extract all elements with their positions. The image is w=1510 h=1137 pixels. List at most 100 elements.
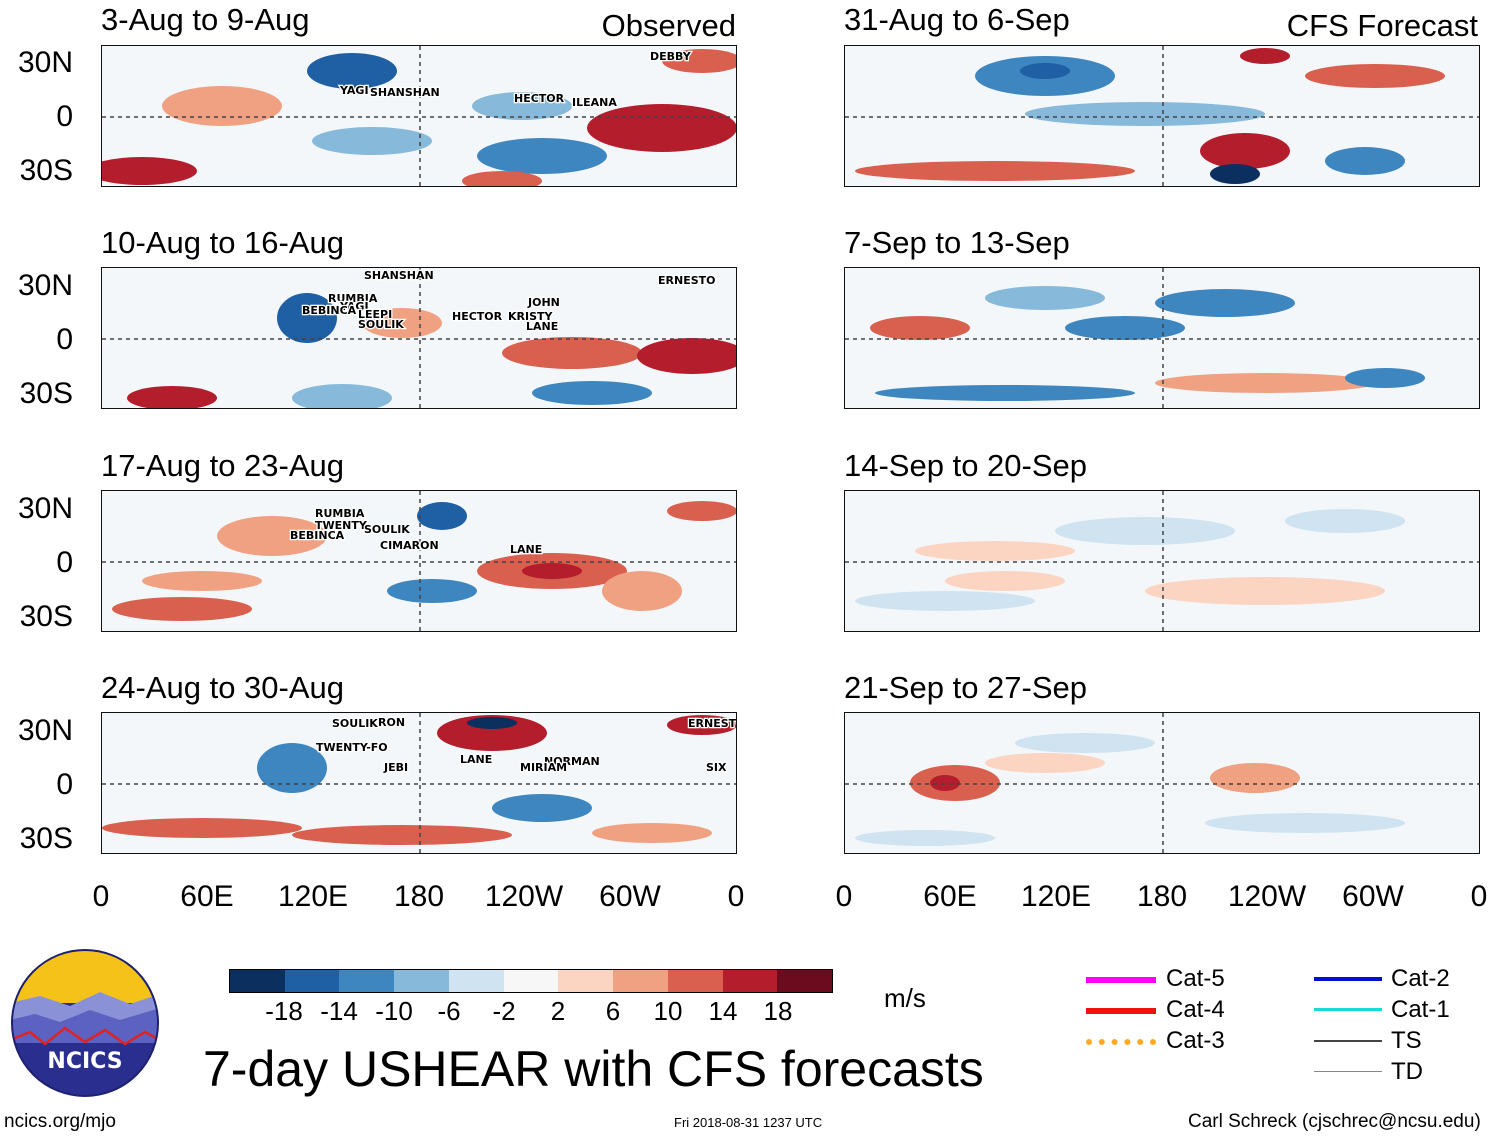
logo-emblem: NCICS (11, 949, 159, 1097)
legend-label: Cat-1 (1391, 996, 1450, 1023)
storm-label: LEEPI (358, 308, 392, 321)
storm-label: SHANSHAN (364, 269, 434, 282)
colorbar-tick: 6 (605, 996, 621, 1026)
colorbar-swatch (613, 970, 668, 992)
legend-line-cat1 (1314, 1008, 1382, 1011)
footer-timestamp: Fri 2018-08-31 1237 UTC (674, 1115, 823, 1130)
colorbar-tick: 2 (550, 996, 566, 1026)
storm-label: BEBINCA (290, 529, 345, 542)
colorbar-tick: -14 (320, 996, 358, 1026)
lon-label: 0 (1470, 880, 1488, 913)
colorbar-tick: -10 (375, 996, 413, 1026)
colorbar-tick: 14 (708, 996, 738, 1026)
lon-label: 0 (92, 880, 110, 913)
lon-label: 0 (835, 880, 853, 913)
panel-title-6: 7-Sep to 13-Sep (844, 225, 1070, 260)
lat-label-30n: 30N (17, 46, 73, 79)
map-panel-obs-2: SHANSHAN ERNESTO RUMBIA YAGI BEBINCA LEE… (101, 267, 737, 409)
units-label: m/s (884, 983, 926, 1013)
legend-line-ts (1314, 1040, 1382, 1042)
storm-label: ERNESTO (688, 717, 737, 730)
storm-label: LANE (510, 543, 542, 556)
panel-title-3: 17-Aug to 23-Aug (101, 448, 345, 483)
lon-label: 120W (484, 880, 564, 913)
panel-title-8: 21-Sep to 27-Sep (844, 670, 1088, 705)
storm-label: NORMAN (544, 755, 600, 768)
map-panel-obs-4: SOULIK RON TWENTY-FO JEBI LANE NORMAN MI… (101, 712, 737, 854)
storm-label: KRISTY (508, 310, 554, 323)
panel-title-1: 3-Aug to 9-Aug (101, 2, 310, 37)
legend-line-td (1314, 1071, 1382, 1072)
storm-label: HECTOR (514, 92, 565, 105)
shear-field (845, 46, 1479, 186)
storm-label: ILEANA (572, 96, 617, 109)
colorbar-swatch (558, 970, 614, 992)
storm-label: SOULIK (358, 318, 404, 331)
lat-label-30n: 30N (17, 492, 73, 525)
storm-label: MIRIAM (520, 761, 567, 774)
colorbar-tick: 10 (653, 996, 683, 1026)
legend-label: TS (1391, 1027, 1422, 1054)
figure-title: 7-day USHEAR with CFS forecasts (203, 1041, 984, 1097)
colorbar-swatch (448, 970, 504, 992)
lat-label-eq: 0 (56, 768, 73, 801)
footer-url: ncics.org/mjo (4, 1111, 116, 1132)
shear-field (845, 491, 1479, 631)
map-panel-cfs-1 (844, 45, 1480, 187)
storm-label: YAGI (339, 300, 369, 313)
colorbar-swatch (667, 970, 723, 992)
legend-line-cat5 (1086, 977, 1156, 983)
lon-label: 60W (1342, 880, 1404, 913)
observed-label: Observed (601, 8, 736, 43)
storm-label: CIMARON (380, 539, 439, 552)
legend-label: Cat-4 (1166, 996, 1225, 1023)
storm-label: RON (378, 716, 405, 729)
lon-label: 60E (923, 880, 977, 913)
storm-label: SOULIK (364, 523, 410, 536)
storm-label: DEBBY (650, 50, 692, 63)
colorbar-swatch (777, 970, 833, 992)
storm-label: LANE (460, 753, 492, 766)
storm-label: BEBINCA (302, 304, 357, 317)
colorbar-swatch (339, 970, 395, 992)
storm-label: HECTOR (452, 310, 503, 323)
colorbar-swatch (284, 970, 340, 992)
storm-label: TWENTY-FO (316, 741, 388, 754)
colorbar-swatch (503, 970, 559, 992)
legend-label: Cat-2 (1391, 965, 1450, 992)
storm-label: JOHN (527, 296, 560, 309)
legend-line-cat4 (1086, 1008, 1156, 1014)
panel-title-7: 14-Sep to 20-Sep (844, 448, 1088, 483)
shear-field (845, 713, 1479, 853)
lon-label: 120W (1227, 880, 1307, 913)
storm-label: ERNESTO (658, 274, 715, 287)
colorbar-tick: -2 (492, 996, 516, 1026)
lon-label: 180 (1136, 880, 1188, 913)
lat-label-eq: 0 (56, 546, 73, 579)
legend-line-cat2 (1314, 977, 1382, 981)
storm-label: SIX (706, 761, 727, 774)
lat-label-30s: 30S (19, 822, 73, 855)
lat-label-30s: 30S (19, 377, 73, 410)
storm-label: RUMBIA (315, 507, 365, 520)
lon-label: 60W (599, 880, 661, 913)
ncics-logo: NCICS (10, 948, 160, 1098)
lat-label-30n: 30N (17, 269, 73, 302)
lon-label: 120E (277, 880, 349, 913)
legend-label: Cat-5 (1166, 965, 1225, 992)
lat-label-30s: 30S (19, 600, 73, 633)
colorbar-swatch (230, 970, 285, 992)
map-panel-obs-3: RUMBIA TWENTY SOULIK BEBINCA CIMARON LAN… (101, 490, 737, 632)
lon-label: 120E (1020, 880, 1092, 913)
colorbar-swatch (722, 970, 778, 992)
panel-title-5: 31-Aug to 6-Sep (844, 2, 1070, 37)
shear-field: SOULIK RON TWENTY-FO JEBI LANE NORMAN MI… (102, 713, 737, 853)
storm-label: LANE (526, 320, 558, 333)
lon-label: 60E (180, 880, 234, 913)
lat-label-30n: 30N (17, 714, 73, 747)
panel-title-2: 10-Aug to 16-Aug (101, 225, 345, 260)
storm-label: SHANSHAN (370, 86, 440, 99)
lat-label-eq: 0 (56, 100, 73, 133)
shear-field (845, 268, 1479, 408)
legend-label: TD (1391, 1058, 1423, 1085)
